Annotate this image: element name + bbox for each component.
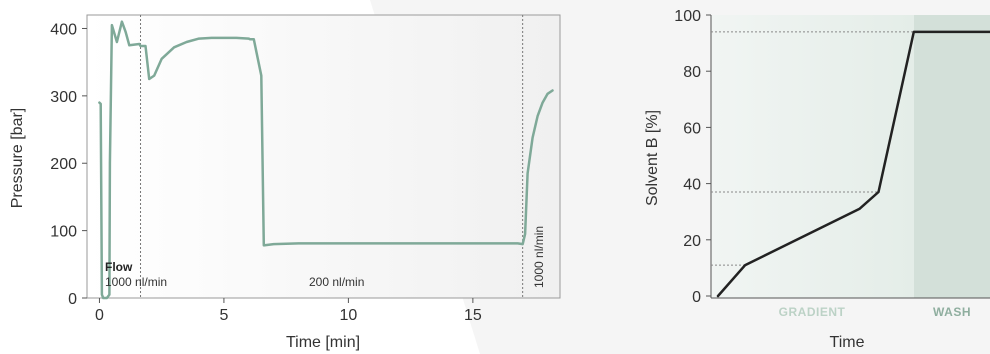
wash-region [914, 15, 990, 298]
pressure-x-tick-label: 15 [464, 307, 482, 324]
flow-middle-label: 200 nl/min [309, 275, 364, 289]
gradient-label: GRADIENT [779, 305, 846, 319]
pressure-plot-area [87, 15, 560, 298]
pressure-y-tick-label: 400 [50, 21, 77, 38]
solvent-y-tick-label: 100 [674, 8, 701, 25]
pressure-y-tick-label: 300 [50, 89, 77, 106]
solvent-y-tick-label: 40 [683, 177, 701, 194]
pressure-y-axis-title: Pressure [bar] [9, 108, 26, 208]
pressure-y-tick-label: 100 [50, 224, 77, 241]
pressure-x-tick-label: 0 [95, 307, 104, 324]
pressure-y-tick-label: 200 [50, 156, 77, 173]
pressure-x-axis-title: Time [min] [286, 334, 360, 351]
solvent-x-axis-title: Time [830, 334, 865, 351]
solvent-y-tick-label: 0 [692, 289, 701, 306]
flow-first-label: 1000 nl/min [105, 275, 167, 289]
pressure-y-ticks: 0 100 200 300 400 [50, 21, 87, 308]
solvent-y-tick-label: 20 [683, 233, 701, 250]
pressure-x-tick-label: 10 [339, 307, 357, 324]
solvent-y-tick-label: 80 [683, 64, 701, 81]
pressure-y-tick-label: 0 [68, 291, 77, 308]
pressure-x-tick-label: 5 [219, 307, 228, 324]
gradient-region [711, 15, 914, 298]
flow-title-label: Flow [105, 260, 133, 274]
flow-last-label: 1000 nl/min [532, 226, 546, 288]
pressure-x-ticks: 0 5 10 15 [95, 298, 482, 324]
solvent-y-tick-label: 60 [683, 120, 701, 137]
wash-label: WASH [933, 305, 971, 319]
solvent-y-axis-title: Solvent B [%] [644, 110, 661, 206]
